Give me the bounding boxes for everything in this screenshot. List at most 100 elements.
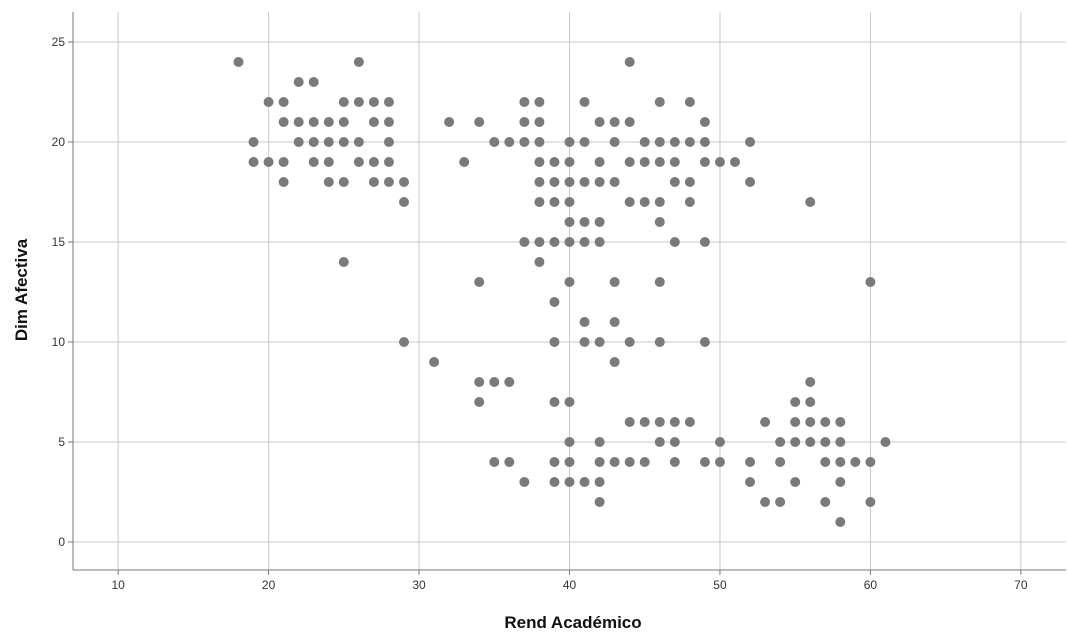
scatter-point [775,437,786,447]
scatter-point [820,417,831,427]
scatter-point [790,397,801,407]
scatter-point [474,117,485,127]
scatter-point [579,97,590,107]
scatter-point [368,157,379,167]
scatter-point [775,497,786,507]
scatter-point [594,457,605,467]
scatter-point [489,137,500,147]
scatter-point [383,97,394,107]
scatter-point [594,237,605,247]
scatter-point [669,237,680,247]
scatter-point [594,497,605,507]
scatter-point [293,117,304,127]
scatter-point [474,377,485,387]
scatter-point [805,197,816,207]
scatter-point [353,57,364,67]
scatter-point [835,417,846,427]
scatter-point [654,197,665,207]
scatter-point [519,97,530,107]
scatter-point [654,137,665,147]
scatter-point [654,337,665,347]
scatter-point [820,437,831,447]
scatter-point [639,457,650,467]
scatter-point [308,77,319,87]
scatter-point [338,97,349,107]
scatter-point [579,137,590,147]
scatter-point [474,277,485,287]
scatter-point [564,277,575,287]
scatter-point [368,177,379,187]
scatter-point [609,177,620,187]
scatter-point [654,417,665,427]
scatter-point [594,177,605,187]
scatter-point [549,337,560,347]
scatter-point [835,437,846,447]
y-axis-title: Dim Afectiva [12,238,31,341]
scatter-point [624,157,635,167]
scatter-point [669,157,680,167]
scatter-point [730,157,740,167]
y-tick-label: 15 [52,235,66,249]
y-tick-label: 5 [58,435,65,449]
scatter-point [745,137,756,147]
scatter-point [639,137,650,147]
scatter-point [594,477,605,487]
scatter-point [865,497,876,507]
scatter-point [263,97,274,107]
scatter-point [654,157,665,167]
scatter-point [429,357,440,367]
scatter-point [714,457,725,467]
scatter-point [534,257,545,267]
x-tick-label: 10 [111,578,125,592]
scatter-point [805,397,816,407]
x-tick-label: 50 [713,578,727,592]
scatter-point [699,137,710,147]
scatter-point [579,177,590,187]
scatter-point [865,457,876,467]
x-tick-label: 30 [412,578,426,592]
scatter-point [263,157,274,167]
scatter-point [609,457,620,467]
scatter-point [790,437,801,447]
scatter-point [760,417,771,427]
x-tick-label: 40 [563,578,577,592]
scatter-point [654,97,665,107]
scatter-point [669,437,680,447]
scatter-point [669,417,680,427]
scatter-point [594,117,605,127]
scatter-point [549,397,560,407]
scatter-point [519,477,530,487]
scatter-point [820,457,831,467]
scatter-point [820,497,831,507]
scatter-point [338,117,349,127]
scatter-point [549,157,560,167]
scatter-point [474,397,485,407]
scatter-point [564,217,575,227]
scatter-point [669,177,680,187]
scatter-point [338,137,349,147]
scatter-point [338,257,349,267]
scatter-point [368,97,379,107]
scatter-point [534,97,545,107]
scatter-point [564,457,575,467]
scatter-point [248,157,259,167]
scatter-point [684,417,695,427]
scatter-point [880,437,891,447]
scatter-point [278,177,289,187]
scatter-point [745,177,756,187]
scatter-point [383,117,394,127]
scatter-point [353,97,364,107]
scatter-point [308,137,319,147]
y-tick-label: 25 [52,35,66,49]
scatter-point [383,177,394,187]
scatter-point [579,337,590,347]
y-axis-ticks: 0 5 10 15 20 25 [52,35,73,549]
scatter-point [609,137,620,147]
scatter-point [519,237,530,247]
scatter-point [624,337,635,347]
scatter-point [835,477,846,487]
scatter-point [684,137,695,147]
scatter-point [248,137,259,147]
scatter-point [293,137,304,147]
scatter-point [564,437,575,447]
